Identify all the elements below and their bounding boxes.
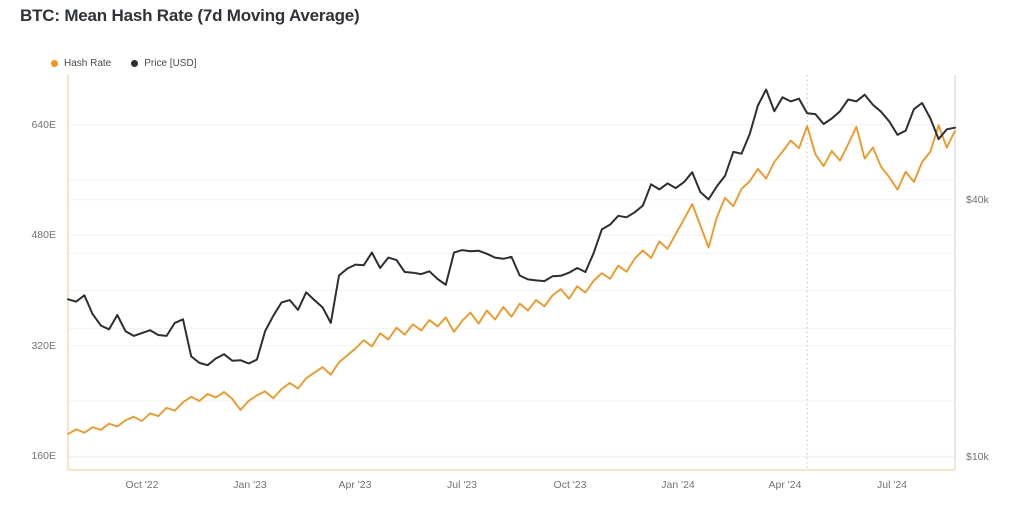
hash-rate-line bbox=[67, 124, 956, 436]
y-left-tick-label: 640E bbox=[31, 119, 56, 131]
price-swatch-icon bbox=[131, 60, 139, 67]
legend-item-hash-rate[interactable]: Hash Rate bbox=[51, 58, 111, 69]
y-right-tick-label: $10k bbox=[966, 451, 989, 463]
y-left-tick-label: 480E bbox=[31, 229, 56, 241]
chart-title: BTC: Mean Hash Rate (7d Moving Average) bbox=[20, 6, 360, 25]
x-tick-label: Jan '24 bbox=[661, 479, 695, 491]
x-tick-label: Oct '22 bbox=[125, 479, 159, 491]
legend: Hash Rate Price [USD] bbox=[51, 58, 196, 69]
x-tick-label: Jan '23 bbox=[233, 479, 267, 491]
plot-hover-region[interactable] bbox=[68, 75, 955, 470]
y-left-tick-label: 320E bbox=[31, 340, 56, 352]
hash-rate-swatch-icon bbox=[51, 60, 58, 67]
legend-item-price[interactable]: Price [USD] bbox=[131, 58, 196, 69]
price-line bbox=[67, 88, 956, 367]
y-left-tick-label: 160E bbox=[31, 450, 56, 462]
x-tick-label: Jul '23 bbox=[446, 479, 478, 491]
legend-label-price: Price [USD] bbox=[144, 58, 197, 69]
x-tick-label: Apr '24 bbox=[768, 479, 802, 491]
legend-label-hash-rate: Hash Rate bbox=[64, 58, 112, 69]
x-tick-label: Oct '23 bbox=[553, 479, 587, 491]
y-right-tick-label: $40k bbox=[966, 194, 989, 206]
x-tick-label: Apr '23 bbox=[338, 479, 372, 491]
x-tick-label: Jul '24 bbox=[876, 479, 908, 491]
